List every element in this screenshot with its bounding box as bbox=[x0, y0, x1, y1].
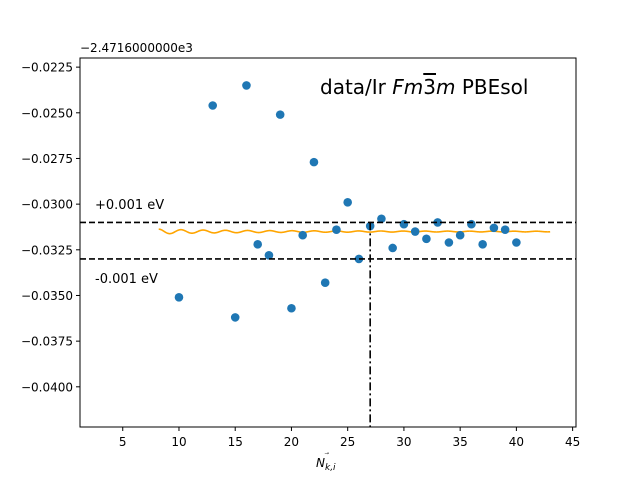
data-point bbox=[399, 219, 409, 229]
data-point bbox=[444, 238, 454, 247]
fit-curve bbox=[158, 228, 551, 235]
lower-band-label: -0.001 eV bbox=[95, 272, 158, 287]
x-tick-label: 5 bbox=[119, 435, 127, 449]
y-tick-label: −0.0325 bbox=[21, 243, 73, 257]
data-point bbox=[332, 225, 341, 235]
plot-frame bbox=[79, 57, 577, 428]
y-axis-ticks: −0.0225 −0.0250 −0.0275 −0.0300 −0.0325 −0.03… bbox=[21, 61, 80, 394]
x-tick-label: 25 bbox=[340, 435, 355, 449]
tolerance-band-layer bbox=[80, 221, 576, 427]
x-axis-label-sub: k,i bbox=[325, 463, 336, 473]
data-point bbox=[467, 219, 476, 229]
data-point bbox=[433, 218, 442, 227]
x-tick-label: 40 bbox=[509, 435, 524, 449]
chart-title: data/Ir Fm3m PBEsol bbox=[320, 75, 528, 99]
data-point bbox=[208, 101, 218, 110]
data-point bbox=[253, 240, 263, 249]
x-tick-label: 10 bbox=[171, 435, 186, 449]
data-point bbox=[174, 293, 184, 302]
y-tick-label: −0.0350 bbox=[21, 289, 73, 303]
y-tick-label: −0.0400 bbox=[21, 380, 73, 394]
x-tick-label: 45 bbox=[565, 435, 580, 449]
data-point bbox=[343, 198, 352, 207]
y-offset-label: −2.4716000000e3 bbox=[80, 41, 193, 55]
data-point bbox=[287, 303, 296, 313]
data-point bbox=[500, 225, 510, 235]
x-tick-label: 35 bbox=[453, 435, 468, 449]
x-tick-label: 15 bbox=[228, 435, 243, 449]
data-point bbox=[242, 81, 251, 90]
title-spacegroup-b: m bbox=[436, 75, 455, 99]
title-spacegroup-bar: 3 bbox=[423, 75, 436, 99]
y-tick-label: −0.0225 bbox=[21, 61, 73, 75]
data-point bbox=[410, 227, 420, 236]
y-tick-label: −0.0275 bbox=[21, 152, 73, 166]
data-point bbox=[422, 234, 431, 244]
title-prefix: data/Ir bbox=[320, 75, 392, 99]
data-point bbox=[230, 313, 240, 322]
x-axis-label-main: N bbox=[316, 456, 325, 470]
data-point bbox=[320, 278, 330, 287]
data-point bbox=[298, 230, 307, 240]
x-axis-ticks: 5 10 15 20 25 30 35 40 45 bbox=[119, 427, 580, 449]
data-point bbox=[512, 238, 521, 247]
data-point bbox=[489, 223, 499, 233]
x-axis-label: Nk,i bbox=[316, 456, 336, 473]
y-tick-label: −0.0300 bbox=[21, 198, 73, 212]
data-point bbox=[455, 230, 465, 240]
x-tick-label: 30 bbox=[396, 435, 411, 449]
data-point bbox=[478, 240, 487, 249]
y-tick-label: −0.0250 bbox=[21, 106, 73, 120]
x-tick-label: 20 bbox=[284, 435, 299, 449]
y-tick-label: −0.0375 bbox=[21, 335, 73, 349]
data-point bbox=[275, 110, 285, 119]
title-suffix: PBEsol bbox=[455, 75, 528, 99]
data-point bbox=[377, 214, 386, 224]
title-spacegroup-a: Fm bbox=[392, 75, 423, 99]
data-point bbox=[264, 250, 274, 260]
data-point bbox=[309, 157, 319, 167]
fit-curve-layer bbox=[158, 228, 551, 235]
data-point bbox=[354, 254, 364, 264]
upper-band-label: +0.001 eV bbox=[95, 198, 164, 213]
data-point bbox=[388, 243, 397, 253]
